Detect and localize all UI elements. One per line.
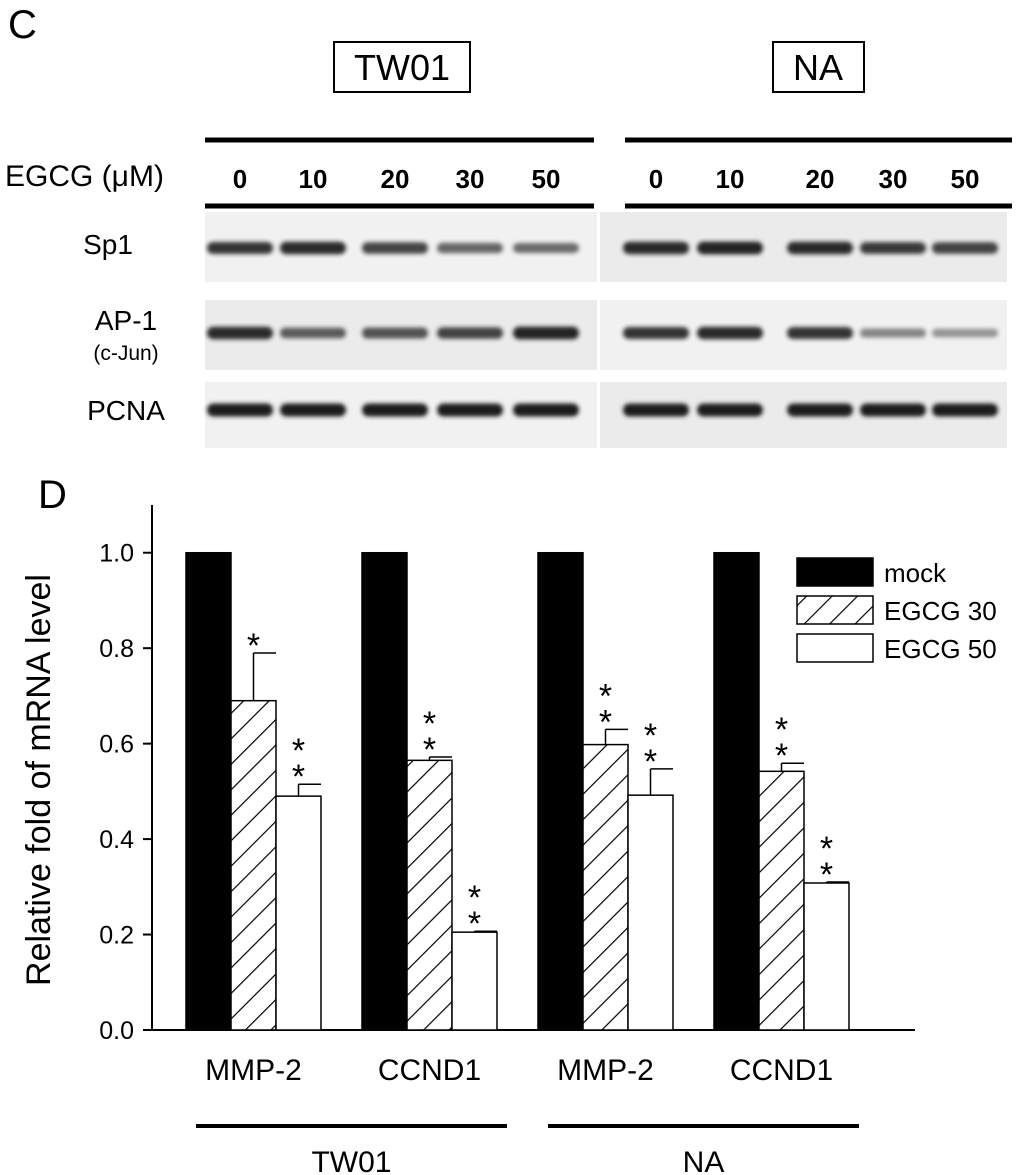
blot-band	[280, 241, 346, 255]
bar-mock	[537, 551, 584, 1031]
blot-band	[362, 327, 428, 339]
bar-egcg30	[406, 759, 453, 1031]
group-label: TW01	[311, 1146, 391, 1175]
bar-mock	[713, 551, 760, 1031]
bar-egcg50	[627, 794, 674, 1031]
legend-swatch	[796, 633, 874, 663]
dose-label: 20	[806, 164, 835, 194]
dose-label: 0	[233, 164, 247, 194]
blot-band	[437, 327, 503, 339]
blot-band	[437, 403, 503, 417]
blot-band	[787, 241, 853, 255]
blot-band	[623, 241, 689, 255]
dose-label: 30	[879, 164, 908, 194]
x-category-label: CCND1	[378, 1054, 481, 1087]
blot-band	[207, 326, 273, 340]
blot-band	[280, 403, 346, 417]
blot-band	[623, 403, 689, 417]
blot-band	[513, 403, 579, 417]
blot-band	[697, 326, 763, 340]
blot-band	[932, 403, 998, 417]
dose-label: 50	[951, 164, 980, 194]
y-tick-label: 0.6	[99, 731, 134, 759]
dose-label: 10	[716, 164, 745, 194]
blot-band	[362, 403, 428, 417]
blot-band	[623, 326, 689, 340]
blot-band	[437, 242, 503, 254]
bar-egcg50	[275, 795, 322, 1031]
x-category-label: CCND1	[730, 1054, 833, 1087]
significance-marker: *	[775, 711, 788, 749]
blot-label-pcna: PCNA	[87, 395, 165, 426]
blot-band	[860, 242, 926, 254]
blot-label-ap1: AP-1	[95, 305, 157, 336]
na-group-label: NA	[793, 47, 843, 88]
y-tick-label: 0.4	[99, 826, 134, 854]
blot-band	[860, 403, 926, 417]
legend-swatch	[796, 557, 874, 587]
dose-axis-label: EGCG (μM)	[5, 160, 164, 193]
significance-marker: *	[292, 758, 305, 796]
tw01-group-label: TW01	[354, 47, 450, 88]
y-tick-label: 0.0	[99, 1017, 134, 1045]
blot-band	[513, 326, 579, 340]
significance-marker: *	[820, 856, 833, 894]
y-tick-label: 0.8	[99, 635, 134, 663]
significance-marker: *	[247, 627, 260, 665]
significance-marker: *	[292, 732, 305, 770]
y-tick-label: 1.0	[99, 540, 134, 568]
x-category-label: MMP-2	[557, 1054, 654, 1087]
blot-label-sp1: Sp1	[83, 229, 133, 260]
blot-band	[362, 242, 428, 254]
significance-marker: *	[599, 677, 612, 715]
blot-band	[207, 241, 273, 255]
bar-mock	[185, 551, 232, 1031]
significance-marker: *	[468, 879, 481, 917]
blot-band	[280, 327, 346, 339]
dose-label: 50	[532, 164, 561, 194]
blot-band	[787, 326, 853, 340]
dose-label: 10	[299, 164, 328, 194]
blot-band	[932, 328, 998, 338]
bar-egcg30	[230, 699, 277, 1031]
x-category-label: MMP-2	[205, 1054, 302, 1087]
y-axis-label: Relative fold of mRNA level	[20, 574, 58, 986]
blot-sublabel-cjun: (c-Jun)	[93, 342, 158, 365]
legend-label: EGCG 30	[884, 596, 997, 626]
blot-band	[207, 403, 273, 417]
significance-marker: *	[423, 731, 436, 769]
bar-egcg30	[758, 770, 805, 1031]
blot-band	[932, 242, 998, 254]
dose-label: 20	[381, 164, 410, 194]
legend-swatch	[796, 595, 874, 625]
blot-band	[697, 403, 763, 417]
na-label-box	[772, 41, 865, 93]
y-tick-label: 0.2	[99, 922, 134, 950]
bar-mock	[361, 551, 408, 1031]
significance-marker: *	[423, 705, 436, 743]
blot-band	[787, 403, 853, 417]
bar-egcg50	[451, 931, 498, 1031]
blot-band	[860, 328, 926, 338]
dose-label: 0	[649, 164, 663, 194]
tw01-label-box	[333, 41, 471, 93]
blot-band	[513, 243, 579, 253]
significance-marker: *	[468, 905, 481, 943]
bar-egcg30	[582, 743, 629, 1031]
western-blot-panel: C TW01 NA EGCG (μM) 0 10 20 30 50 0 10 20 30 50 S…	[5, 3, 1012, 448]
blot-band	[697, 241, 763, 255]
group-label: NA	[683, 1146, 725, 1175]
bar-egcg50	[803, 882, 850, 1031]
significance-marker: *	[775, 737, 788, 775]
significance-marker: *	[599, 703, 612, 741]
significance-marker: *	[820, 830, 833, 868]
panel-d-letter: D	[38, 473, 67, 517]
legend-label: mock	[884, 558, 947, 588]
dose-label: 30	[456, 164, 485, 194]
legend-label: EGCG 50	[884, 634, 997, 664]
mrna-bar-chart: D Relative fold of mRNA level 0.0 0.2 0.4 0…	[20, 473, 997, 1175]
significance-marker: *	[644, 717, 657, 755]
significance-marker: *	[644, 743, 657, 781]
panel-c-letter: C	[8, 3, 37, 47]
